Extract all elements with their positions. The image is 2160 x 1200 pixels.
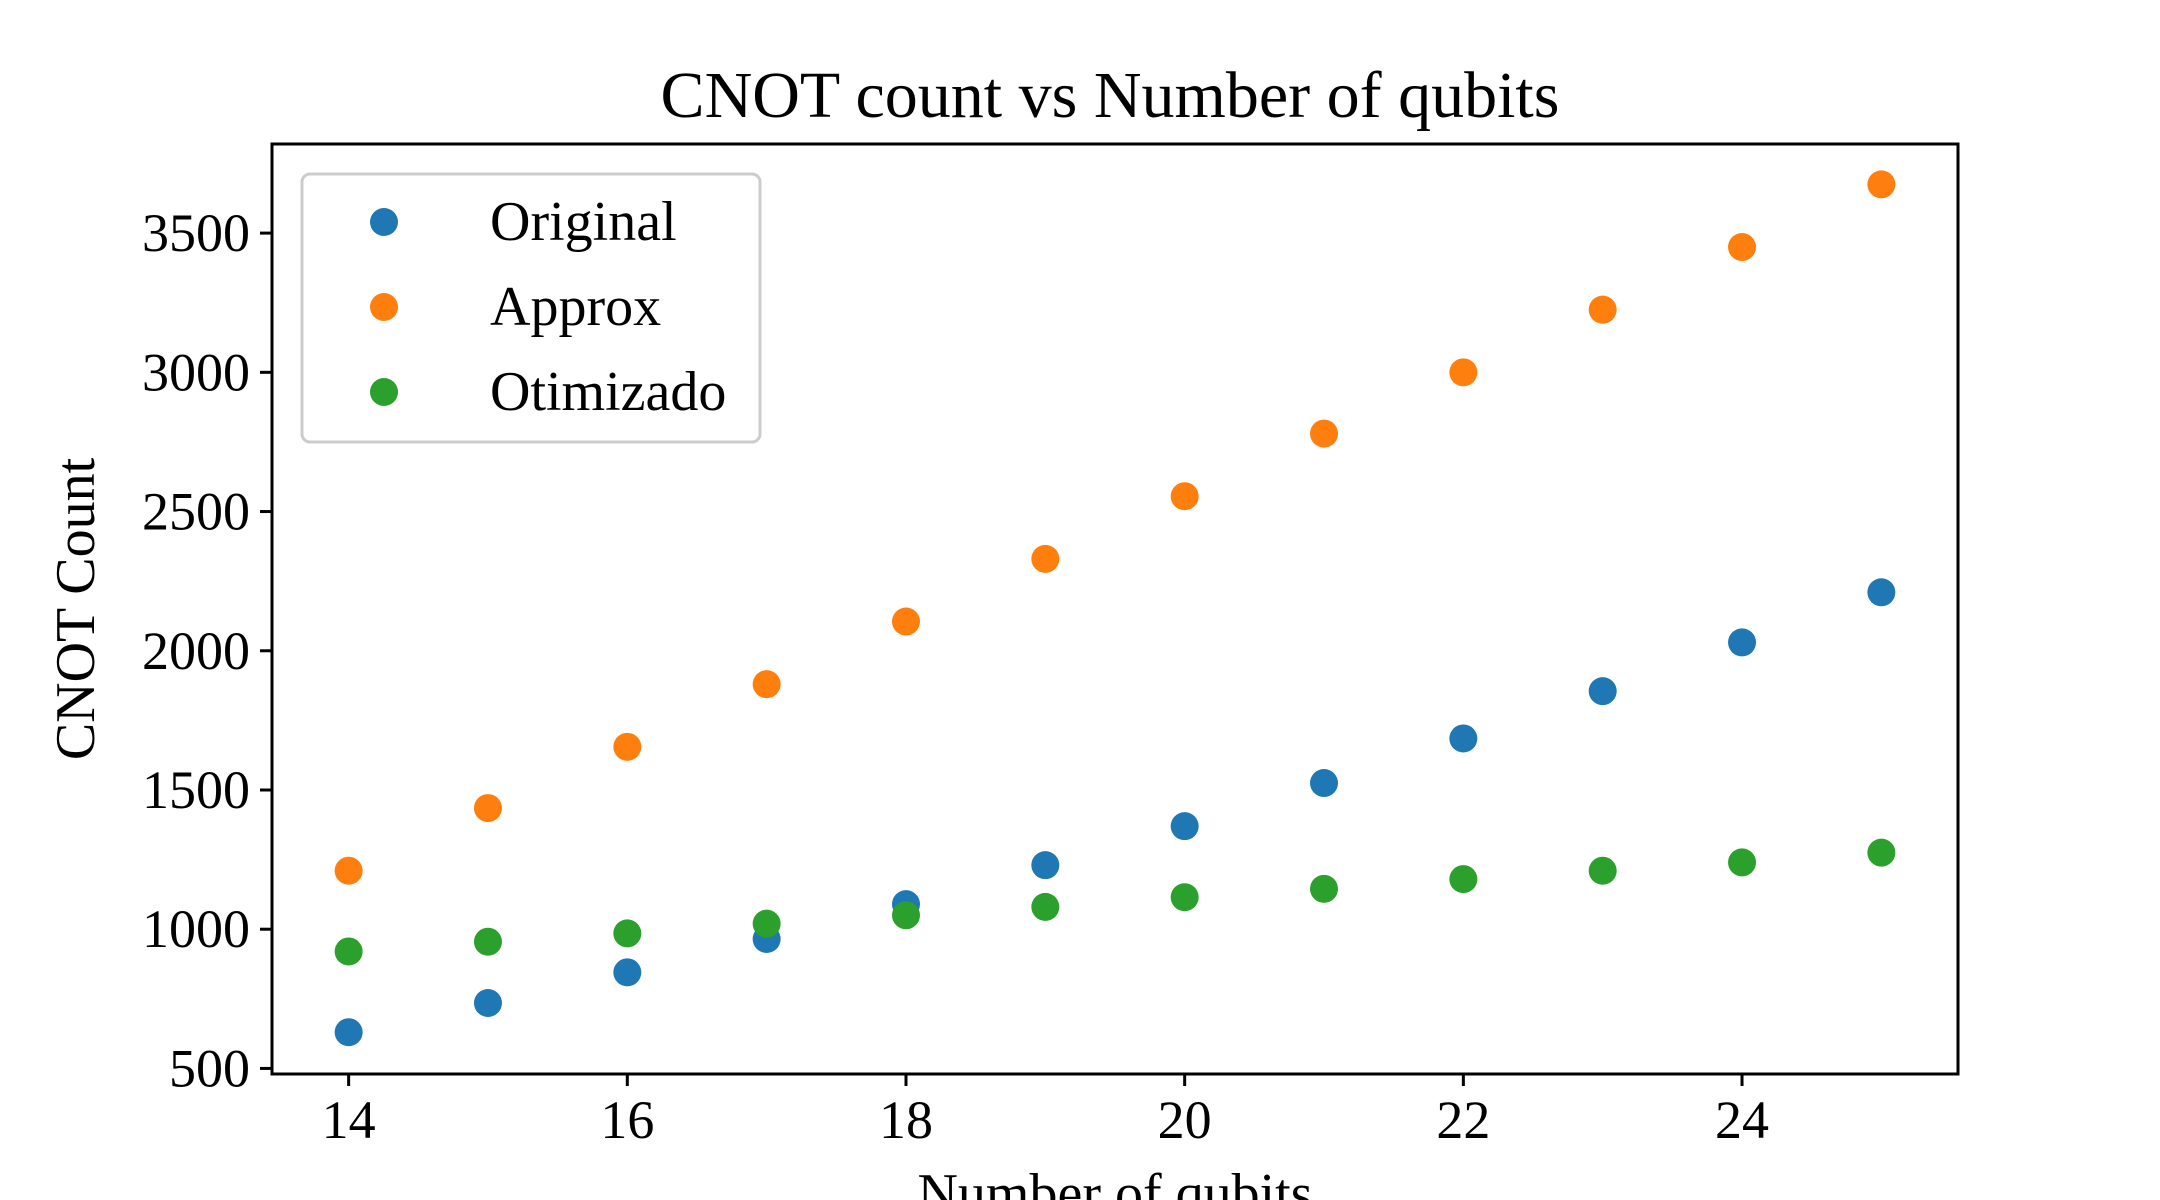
data-point	[752, 909, 781, 938]
x-axis-label: Number of qubits	[917, 1163, 1312, 1200]
data-point	[1031, 892, 1060, 921]
data-point	[1449, 865, 1478, 894]
data-point	[891, 607, 920, 636]
y-tick-label: 2500	[142, 482, 250, 542]
data-point	[1867, 838, 1896, 867]
legend-marker	[370, 293, 398, 321]
y-tick-label: 1500	[142, 760, 250, 820]
data-point	[473, 794, 502, 823]
data-point	[613, 732, 642, 761]
plot-frame	[270, 142, 1960, 1076]
data-point	[1170, 482, 1199, 511]
series-otimizado	[334, 838, 1896, 966]
y-axis-label: CNOT Count	[45, 457, 107, 760]
data-point	[1867, 170, 1896, 199]
data-point	[334, 856, 363, 885]
x-tick-label: 22	[1436, 1090, 1490, 1150]
y-tick-label: 2000	[142, 621, 250, 681]
data-point	[613, 919, 642, 948]
data-point	[334, 937, 363, 966]
y-axis: 500 1000 1500 2000 2500 3000 3500	[142, 203, 272, 1098]
legend-label: Otimizado	[490, 361, 726, 423]
data-point	[473, 927, 502, 956]
data-point	[1867, 578, 1896, 607]
x-tick-label: 16	[600, 1090, 654, 1150]
data-point	[1728, 848, 1757, 877]
data-point	[752, 670, 781, 699]
y-tick-label: 500	[169, 1038, 250, 1098]
series-original	[334, 578, 1896, 1047]
legend: Original Approx Otimizado	[300, 172, 762, 444]
data-point	[1310, 874, 1339, 903]
legend-box	[300, 172, 762, 444]
data-point	[1170, 883, 1199, 912]
data-point	[1588, 295, 1617, 324]
data-point	[1728, 628, 1757, 657]
x-axis: 14 16 18 20 22 24	[322, 1074, 1769, 1150]
x-tick-label: 20	[1158, 1090, 1212, 1150]
y-tick-label: 1000	[142, 899, 250, 959]
data-point	[1588, 856, 1617, 885]
data-points	[334, 170, 1896, 1047]
data-point	[1170, 812, 1199, 841]
data-point	[891, 901, 920, 930]
data-point	[1449, 724, 1478, 753]
y-tick-label: 3000	[142, 342, 250, 402]
y-tick-label: 3500	[142, 203, 250, 263]
data-point	[1588, 677, 1617, 706]
legend-marker	[370, 378, 398, 406]
data-point	[1310, 419, 1339, 448]
legend-label: Original	[490, 191, 677, 253]
series-approx	[334, 170, 1896, 885]
x-tick-label: 18	[879, 1090, 933, 1150]
legend-label: Approx	[490, 276, 661, 338]
data-point	[1449, 358, 1478, 387]
data-point	[1031, 544, 1060, 573]
x-tick-label: 24	[1715, 1090, 1769, 1150]
data-point	[334, 1018, 363, 1047]
legend-marker	[370, 208, 398, 236]
data-point	[1310, 769, 1339, 798]
data-point	[1728, 233, 1757, 262]
data-point	[613, 958, 642, 987]
data-point	[473, 988, 502, 1017]
x-tick-label: 14	[322, 1090, 376, 1150]
chart-title: CNOT count vs Number of qubits	[661, 59, 1560, 132]
data-point	[1031, 851, 1060, 880]
